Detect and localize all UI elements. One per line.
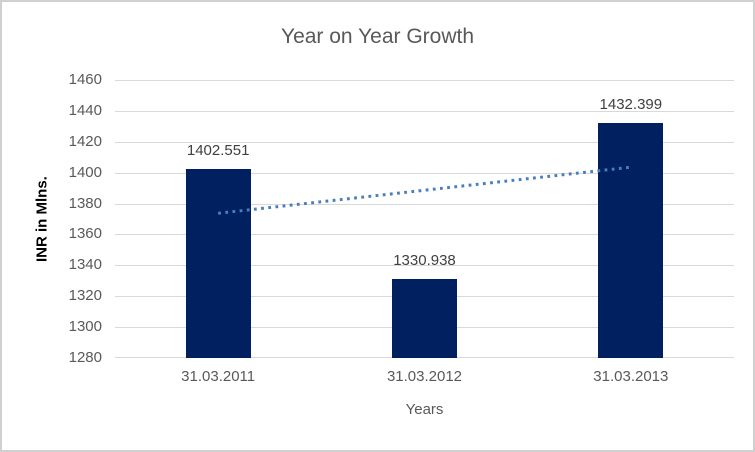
gridline [115, 234, 734, 236]
y-tick-label: 1460 [68, 71, 102, 88]
x-axis-title: Years [405, 401, 444, 418]
y-axis-title: INR in Mlns. [33, 176, 51, 262]
gridline [115, 80, 734, 81]
x-tick-label: 31.03.2012 [386, 368, 463, 385]
y-tick-label: 1380 [68, 194, 102, 212]
data-label: 1402.551 [186, 141, 250, 159]
data-label: 1432.399 [599, 95, 663, 113]
x-tick-label: 31.03.2013 [593, 368, 669, 385]
y-tick-label: 1440 [68, 101, 102, 119]
gridline [115, 110, 734, 112]
data-label: 1330.938 [393, 252, 456, 270]
gridline [115, 265, 734, 267]
y-tick-label: 1320 [68, 287, 102, 305]
bar [185, 168, 251, 358]
chart-title: Year on Year Growth [280, 25, 475, 48]
bar [392, 279, 457, 358]
y-tick-label: 1400 [68, 163, 102, 181]
y-tick-label: 1420 [68, 132, 102, 150]
plot-area: 1402.551 1330.938 1432.399 [115, 80, 734, 358]
y-tick-label: 1340 [68, 256, 102, 274]
y-tick-label: 1280 [68, 349, 102, 366]
bar [598, 122, 664, 358]
gridline [115, 141, 734, 143]
y-tick-label: 1360 [68, 225, 102, 243]
y-tick-label: 1300 [68, 318, 102, 336]
x-tick-label: 31.03.2011 [181, 368, 256, 385]
